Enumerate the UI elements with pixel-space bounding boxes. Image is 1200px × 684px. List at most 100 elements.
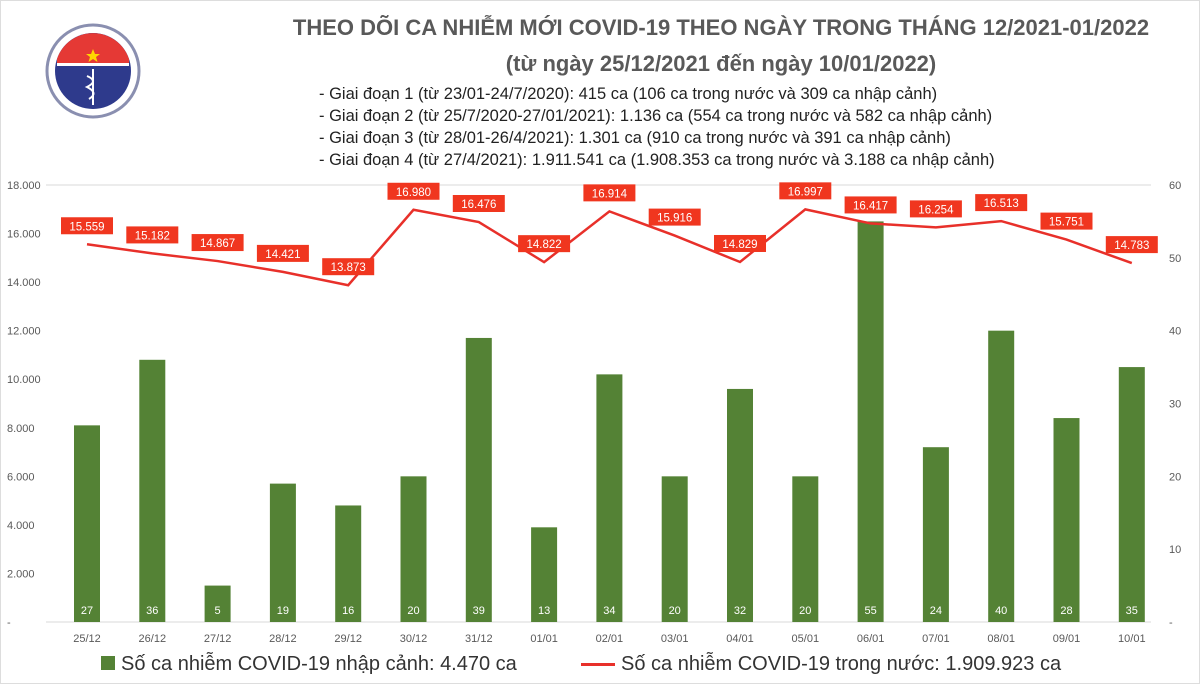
bar-data-label: 28 [1060,605,1072,617]
bar [531,527,558,622]
note-line: - Giai đoạn 2 (từ 25/7/2020-27/01/2021):… [319,107,993,125]
y-left-tick-label: 6.000 [7,471,35,483]
y-right-tick-label: - [1169,617,1173,629]
bar-data-label: 39 [473,605,485,617]
bar [661,476,688,622]
x-tick-label: 05/01 [792,633,820,645]
y-left-tick-label: 12.000 [7,326,41,338]
bar [400,476,427,622]
y-left-tick-label: 4.000 [7,520,35,532]
line-data-label-box [191,234,244,252]
x-tick-label: 27/12 [204,633,232,645]
bar-data-label: 20 [799,605,811,617]
y-right-tick-label: 10 [1169,544,1181,556]
line-data-label: 16.513 [984,198,1019,210]
line-data-label-box [779,182,832,200]
bar [269,483,296,622]
y-left-tick-label: 8.000 [7,423,35,435]
line-data-label: 16.997 [788,186,823,198]
line-data-label-box [387,182,440,200]
line-data-label-box [518,235,571,253]
line-data-label: 15.559 [69,221,104,233]
x-tick-label: 06/01 [857,633,885,645]
x-tick-label: 02/01 [596,633,624,645]
line-data-label-box [714,234,766,252]
bar-data-label: 16 [342,605,354,617]
x-tick-label: 10/01 [1118,633,1146,645]
line-data-label: 16.980 [396,187,431,199]
line-data-label: 14.829 [722,239,757,251]
line-data-label: 14.421 [265,249,300,261]
line-data-label-box [909,200,962,218]
line-data-label: 14.822 [527,239,562,251]
line-data-label: 16.254 [918,204,954,216]
line-data-label-box [1105,236,1158,254]
x-tick-label: 25/12 [73,633,101,645]
line-data-label-box [975,194,1028,212]
line-data-label: 15.751 [1049,217,1084,229]
x-tick-label: 04/01 [726,633,754,645]
y-right-tick-label: 30 [1169,399,1181,411]
bar-data-label: 40 [995,605,1007,617]
bar-data-label: 20 [669,605,681,617]
bar-data-label: 5 [215,605,221,617]
x-tick-label: 09/01 [1053,633,1081,645]
ministry-of-health-logo [45,23,141,119]
legend-bar: Số ca nhiễm COVID-19 nhập cảnh: 4.470 ca [101,653,517,676]
x-tick-label: 26/12 [139,633,167,645]
x-tick-label: 28/12 [269,633,297,645]
bar-data-label: 32 [734,605,746,617]
note-line: - Giai đoạn 3 (từ 28/01-26/4/2021): 1.30… [319,129,951,147]
bar-data-label: 24 [930,605,942,617]
y-right-tick-label: 60 [1169,180,1181,192]
line-data-label-box [126,226,179,244]
line-data-label-box [322,258,375,276]
x-tick-label: 31/12 [465,633,493,645]
x-tick-label: 03/01 [661,633,689,645]
line-series [86,208,1133,287]
x-tick-label: 01/01 [530,633,558,645]
y-right-tick-label: 20 [1169,471,1181,483]
bar-data-label: 13 [538,605,550,617]
bar [465,337,492,622]
bar-data-label: 27 [81,605,93,617]
bar [335,505,362,622]
bar [204,585,231,622]
y-right-tick-label: 50 [1169,253,1181,265]
line-data-label-box [844,196,897,214]
line-data-label: 16.417 [853,200,888,212]
bar [596,374,623,622]
bar [922,447,949,622]
line-data-label-box [256,244,309,262]
x-tick-label: 29/12 [334,633,362,645]
legend-line: Số ca nhiễm COVID-19 trong nước: 1.909.9… [581,653,1061,676]
bar-data-label: 34 [603,605,615,617]
bar-data-label: 35 [1126,605,1138,617]
note-line: - Giai đoạn 4 (từ 27/4/2021): 1.911.541 … [319,151,995,169]
line-data-label: 16.476 [461,199,496,211]
bar [139,359,166,622]
bar-data-label: 55 [864,605,876,617]
bar [1053,418,1080,622]
y-left-tick-label: 18.000 [7,180,41,192]
bar [1118,367,1145,622]
line-data-label-box [583,184,636,202]
line-data-label-box [648,208,701,226]
line-data-label: 14.783 [1114,240,1149,252]
legend-bar-swatch [101,656,115,670]
line-data-label-box [1040,212,1093,230]
bar [988,330,1015,622]
y-left-tick-label: 2.000 [7,568,35,580]
legend-line-swatch [581,663,615,667]
x-tick-label: 07/01 [922,633,950,645]
chart-subtitle: (từ ngày 25/12/2021 đến ngày 10/01/2022) [505,51,937,76]
bar [792,476,819,622]
bar [857,221,884,622]
bar-data-label: 36 [146,605,158,617]
bar [74,425,100,622]
x-tick-label: 08/01 [987,633,1015,645]
line-data-label-box [61,217,113,235]
legend-bar-label: Số ca nhiễm COVID-19 nhập cảnh: 4.470 ca [121,653,517,675]
